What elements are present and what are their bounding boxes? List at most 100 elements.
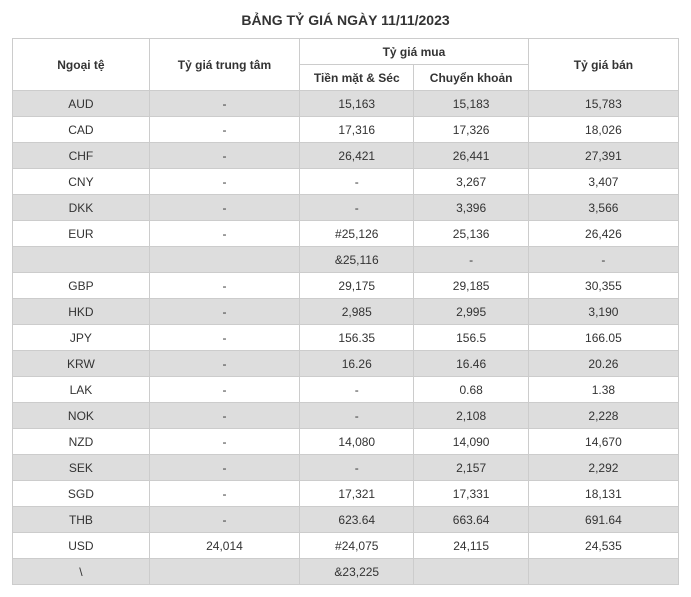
cell-buy_transfer: 2,995 xyxy=(414,299,528,325)
cell-central: - xyxy=(149,455,299,481)
cell-currency: THB xyxy=(13,507,150,533)
cell-currency: AUD xyxy=(13,91,150,117)
cell-buy_transfer: - xyxy=(414,247,528,273)
table-row: JPY-156.35156.5166.05 xyxy=(13,325,679,351)
cell-central xyxy=(149,247,299,273)
cell-buy_cash: &23,225 xyxy=(300,559,414,585)
table-title: BẢNG TỶ GIÁ NGÀY 11/11/2023 xyxy=(12,12,679,28)
cell-central: - xyxy=(149,481,299,507)
cell-sell: 18,131 xyxy=(528,481,678,507)
header-buy-transfer: Chuyển khoản xyxy=(414,65,528,91)
cell-buy_cash: 15,163 xyxy=(300,91,414,117)
cell-central: - xyxy=(149,325,299,351)
cell-central: - xyxy=(149,299,299,325)
cell-sell: 2,228 xyxy=(528,403,678,429)
cell-currency: GBP xyxy=(13,273,150,299)
cell-currency: SEK xyxy=(13,455,150,481)
cell-buy_cash: - xyxy=(300,455,414,481)
cell-buy_transfer: 3,396 xyxy=(414,195,528,221)
cell-sell: 2,292 xyxy=(528,455,678,481)
cell-currency: CHF xyxy=(13,143,150,169)
table-row: EUR-#25,12625,13626,426 xyxy=(13,221,679,247)
table-row: GBP-29,17529,18530,355 xyxy=(13,273,679,299)
cell-buy_cash: - xyxy=(300,377,414,403)
table-row: KRW-16.2616.4620.26 xyxy=(13,351,679,377)
cell-sell: 3,566 xyxy=(528,195,678,221)
table-row: NOK--2,1082,228 xyxy=(13,403,679,429)
cell-sell xyxy=(528,559,678,585)
table-row: SGD-17,32117,33118,131 xyxy=(13,481,679,507)
table-row: CNY--3,2673,407 xyxy=(13,169,679,195)
cell-buy_cash: 29,175 xyxy=(300,273,414,299)
cell-buy_transfer: 16.46 xyxy=(414,351,528,377)
table-row: HKD-2,9852,9953,190 xyxy=(13,299,679,325)
table-row: DKK--3,3963,566 xyxy=(13,195,679,221)
cell-currency: NOK xyxy=(13,403,150,429)
cell-buy_transfer: 0.68 xyxy=(414,377,528,403)
cell-sell: 26,426 xyxy=(528,221,678,247)
cell-central: - xyxy=(149,169,299,195)
cell-buy_transfer: 2,157 xyxy=(414,455,528,481)
cell-central: - xyxy=(149,195,299,221)
table-row: AUD-15,16315,18315,783 xyxy=(13,91,679,117)
cell-central: - xyxy=(149,91,299,117)
cell-buy_cash: 14,080 xyxy=(300,429,414,455)
cell-central: - xyxy=(149,351,299,377)
header-sell: Tỷ giá bán xyxy=(528,39,678,91)
cell-currency: JPY xyxy=(13,325,150,351)
cell-buy_cash: - xyxy=(300,169,414,195)
cell-buy_transfer: 29,185 xyxy=(414,273,528,299)
cell-sell: 30,355 xyxy=(528,273,678,299)
cell-buy_cash: 16.26 xyxy=(300,351,414,377)
cell-buy_cash: 17,316 xyxy=(300,117,414,143)
cell-currency: \ xyxy=(13,559,150,585)
cell-buy_transfer: 24,115 xyxy=(414,533,528,559)
cell-buy_transfer: 663.64 xyxy=(414,507,528,533)
cell-buy_cash: #25,126 xyxy=(300,221,414,247)
cell-central: - xyxy=(149,117,299,143)
cell-sell: 3,407 xyxy=(528,169,678,195)
cell-sell: - xyxy=(528,247,678,273)
cell-central: - xyxy=(149,143,299,169)
cell-buy_transfer: 3,267 xyxy=(414,169,528,195)
cell-buy_transfer: 15,183 xyxy=(414,91,528,117)
cell-sell: 166.05 xyxy=(528,325,678,351)
cell-central: - xyxy=(149,221,299,247)
cell-sell: 18,026 xyxy=(528,117,678,143)
cell-currency: CAD xyxy=(13,117,150,143)
cell-currency: USD xyxy=(13,533,150,559)
cell-sell: 15,783 xyxy=(528,91,678,117)
table-row: CAD-17,31617,32618,026 xyxy=(13,117,679,143)
cell-sell: 24,535 xyxy=(528,533,678,559)
table-row: NZD-14,08014,09014,670 xyxy=(13,429,679,455)
table-row: \ &23,225 xyxy=(13,559,679,585)
cell-buy_transfer: 17,326 xyxy=(414,117,528,143)
cell-buy_cash: 2,985 xyxy=(300,299,414,325)
cell-buy_transfer: 2,108 xyxy=(414,403,528,429)
cell-buy_cash: - xyxy=(300,195,414,221)
cell-buy_transfer xyxy=(414,559,528,585)
cell-sell: 27,391 xyxy=(528,143,678,169)
cell-currency: HKD xyxy=(13,299,150,325)
cell-buy_transfer: 26,441 xyxy=(414,143,528,169)
cell-sell: 3,190 xyxy=(528,299,678,325)
cell-buy_cash: 156.35 xyxy=(300,325,414,351)
cell-currency: LAK xyxy=(13,377,150,403)
cell-central: - xyxy=(149,377,299,403)
cell-buy_cash: - xyxy=(300,403,414,429)
cell-central: - xyxy=(149,507,299,533)
cell-buy_transfer: 25,136 xyxy=(414,221,528,247)
cell-currency: NZD xyxy=(13,429,150,455)
cell-sell: 1.38 xyxy=(528,377,678,403)
header-central: Tỷ giá trung tâm xyxy=(149,39,299,91)
cell-currency: DKK xyxy=(13,195,150,221)
cell-currency: EUR xyxy=(13,221,150,247)
cell-currency: CNY xyxy=(13,169,150,195)
cell-buy_cash: 17,321 xyxy=(300,481,414,507)
table-row: CHF-26,42126,44127,391 xyxy=(13,143,679,169)
exchange-rate-table: Ngoại tệ Tỷ giá trung tâm Tỷ giá mua Tỷ … xyxy=(12,38,679,585)
cell-central: - xyxy=(149,273,299,299)
cell-buy_transfer: 156.5 xyxy=(414,325,528,351)
table-row: &25,116-- xyxy=(13,247,679,273)
cell-sell: 691.64 xyxy=(528,507,678,533)
